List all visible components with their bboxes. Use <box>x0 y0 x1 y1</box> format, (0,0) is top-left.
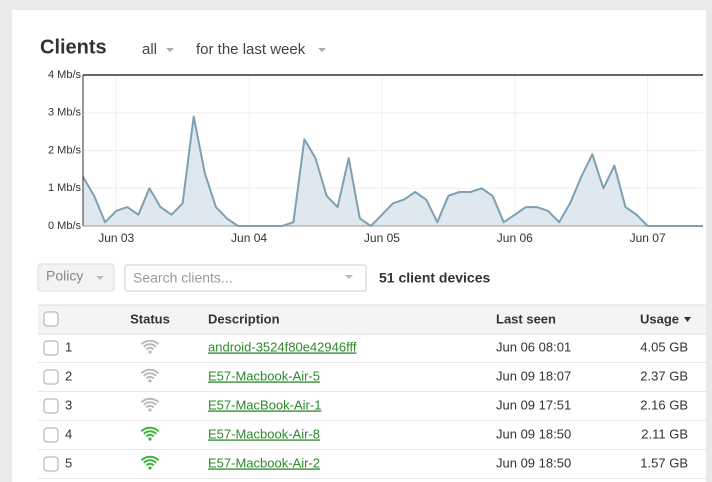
x-tick-label: Jun 06 <box>497 231 533 245</box>
table-header <box>38 305 706 334</box>
client-link[interactable]: android-3524f80e42946fff <box>208 339 357 354</box>
policy-label: Policy <box>46 268 83 284</box>
caret <box>166 48 174 52</box>
wifi-arc <box>140 397 160 404</box>
column-header[interactable]: Status <box>130 311 170 326</box>
wifi-arc <box>145 404 155 409</box>
wifi-arc <box>140 455 160 462</box>
last-seen: Jun 06 08:01 <box>496 339 571 354</box>
usage: 2.37 GB <box>640 368 688 383</box>
last-seen: Jun 09 18:50 <box>496 426 571 441</box>
caret <box>96 276 104 280</box>
checkbox[interactable] <box>43 369 59 385</box>
y-tick-label: 0 Mb/s <box>48 220 82 232</box>
column-header[interactable]: Description <box>208 311 280 326</box>
x-tick-label: Jun 07 <box>630 231 666 245</box>
wifi-dot <box>148 466 152 470</box>
caret <box>318 48 326 52</box>
wifi-dot <box>148 350 152 354</box>
period-dropdown[interactable]: for the last week <box>196 41 306 58</box>
wifi-arc <box>143 459 157 464</box>
checkbox[interactable] <box>43 398 59 414</box>
area-line <box>82 115 703 227</box>
wifi-arc <box>140 426 160 433</box>
wifi-arc <box>143 430 157 435</box>
column-header[interactable]: Usage <box>640 311 679 326</box>
x-tick-label: Jun 04 <box>231 231 267 245</box>
wifi-arc <box>145 346 155 351</box>
usage: 4.05 GB <box>640 339 688 354</box>
row-index: 3 <box>65 397 72 412</box>
client-link[interactable]: E57-Macbook-Air-8 <box>208 426 320 441</box>
caret <box>345 275 353 279</box>
panel <box>12 10 706 482</box>
client-count: 51 client devices <box>379 270 491 286</box>
y-tick-label: 4 Mb/s <box>48 69 82 81</box>
row-index: 5 <box>65 455 72 470</box>
checkbox[interactable] <box>43 340 59 356</box>
wifi-dot <box>148 437 152 441</box>
x-tick-label: Jun 03 <box>98 231 134 245</box>
usage: 2.16 GB <box>640 397 688 412</box>
row-index: 2 <box>65 368 72 383</box>
wifi-arc <box>143 401 157 406</box>
row-index: 1 <box>65 339 72 354</box>
last-seen: Jun 09 17:51 <box>496 397 571 412</box>
y-tick-label: 1 Mb/s <box>48 182 82 194</box>
column-header[interactable]: Last seen <box>496 311 556 326</box>
x-tick-label: Jun 05 <box>364 231 400 245</box>
wifi-arc <box>145 433 155 438</box>
client-link[interactable]: E57-Macbook-Air-5 <box>208 368 320 383</box>
policy-dropdown[interactable] <box>37 263 115 292</box>
filter-dropdown[interactable]: all <box>142 41 157 58</box>
wifi-arc <box>145 375 155 380</box>
last-seen: Jun 09 18:50 <box>496 455 571 470</box>
checkbox[interactable] <box>43 456 59 472</box>
page-title: Clients <box>40 36 107 58</box>
wifi-dot <box>148 408 152 412</box>
last-seen: Jun 09 18:07 <box>496 368 571 383</box>
checkbox[interactable] <box>43 311 59 327</box>
wifi-arc <box>143 372 157 377</box>
wifi-arc <box>145 462 155 467</box>
wifi-dot <box>148 379 152 383</box>
client-link[interactable]: E57-Macbook-Air-2 <box>208 455 320 470</box>
client-link[interactable]: E57-MacBook-Air-1 <box>208 397 321 412</box>
wifi-arc <box>140 339 160 346</box>
usage: 2.11 GB <box>641 426 688 441</box>
row-index: 4 <box>65 426 72 441</box>
search-placeholder: Search clients... <box>133 270 233 286</box>
search-box[interactable] <box>124 264 367 292</box>
wifi-arc <box>140 368 160 375</box>
sort-arrow <box>684 317 691 322</box>
usage: 1.57 GB <box>640 455 688 470</box>
y-tick-label: 2 Mb/s <box>48 144 82 156</box>
y-tick-label: 3 Mb/s <box>48 107 82 119</box>
checkbox[interactable] <box>43 427 59 443</box>
wifi-arc <box>143 343 157 348</box>
